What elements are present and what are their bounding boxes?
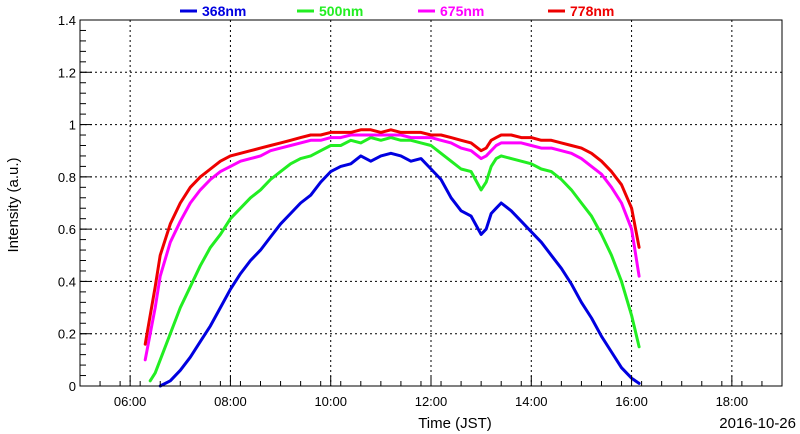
y-tick-label: 0.4 [58,274,76,289]
legend-label-778nm: 778nm [570,3,614,19]
x-tick-label: 18:00 [716,394,749,409]
y-tick-label: 0 [69,379,76,394]
x-tick-label: 16:00 [615,394,648,409]
series-line-675nm [143,133,641,362]
x-tick-labels: 06:00 08:00 10:00 12:00 14:00 16:00 18:00 [114,394,748,409]
legend-label-500nm: 500nm [319,3,363,19]
legend-label-368nm: 368nm [202,3,246,19]
y-tick-label: 0.8 [58,170,76,185]
series-line-500nm [148,136,641,383]
y-tick-label: 1 [69,118,76,133]
legend: 368nm 500nm 675nm 778nm [180,3,614,19]
x-tick-label: 12:00 [415,394,448,409]
x-axis-title: Time (JST) [418,415,492,432]
y-tick-label: 1.4 [58,13,76,28]
axis-ticks [79,19,783,387]
series-line-778nm [143,128,641,346]
series-line-368nm [158,151,641,388]
legend-label-675nm: 675nm [440,3,484,19]
x-tick-label: 14:00 [515,394,548,409]
x-tick-label: 06:00 [114,394,147,409]
series-group [143,128,641,388]
y-tick-label: 0.6 [58,222,76,237]
date-label: 2016-10-26 [719,415,796,432]
y-tick-label: 0.2 [58,327,76,342]
y-axis-title: Intensity (a.u.) [5,157,22,252]
y-tick-label: 1.2 [58,65,76,80]
x-tick-label: 08:00 [214,394,247,409]
x-tick-label: 10:00 [314,394,347,409]
grid [80,20,782,386]
y-tick-labels: 0 0.2 0.4 0.6 0.8 1 1.2 1.4 [58,13,76,394]
